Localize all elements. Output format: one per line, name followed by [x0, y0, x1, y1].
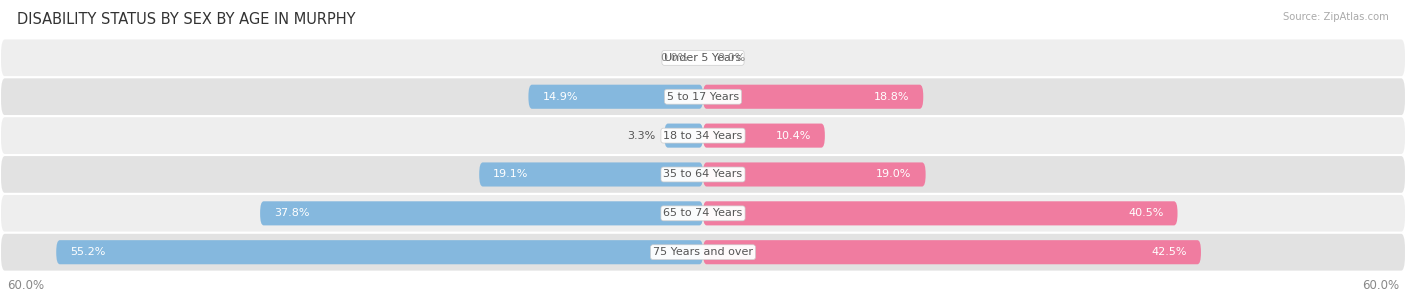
Text: 3.3%: 3.3% — [627, 131, 655, 141]
Text: 10.4%: 10.4% — [776, 131, 811, 141]
FancyBboxPatch shape — [703, 85, 924, 109]
Text: 18.8%: 18.8% — [873, 92, 910, 102]
FancyBboxPatch shape — [0, 116, 1406, 155]
Text: 18 to 34 Years: 18 to 34 Years — [664, 131, 742, 141]
FancyBboxPatch shape — [0, 233, 1406, 272]
Text: 60.0%: 60.0% — [1362, 279, 1399, 292]
Text: 75 Years and over: 75 Years and over — [652, 247, 754, 257]
FancyBboxPatch shape — [0, 38, 1406, 77]
FancyBboxPatch shape — [0, 194, 1406, 233]
Text: 55.2%: 55.2% — [70, 247, 105, 257]
Text: 19.1%: 19.1% — [494, 169, 529, 179]
FancyBboxPatch shape — [703, 201, 1178, 225]
FancyBboxPatch shape — [529, 85, 703, 109]
FancyBboxPatch shape — [703, 240, 1201, 264]
Text: 60.0%: 60.0% — [7, 279, 44, 292]
Text: 40.5%: 40.5% — [1128, 208, 1164, 218]
FancyBboxPatch shape — [665, 123, 703, 148]
FancyBboxPatch shape — [0, 155, 1406, 194]
FancyBboxPatch shape — [56, 240, 703, 264]
Text: 0.0%: 0.0% — [661, 53, 689, 63]
Text: 42.5%: 42.5% — [1152, 247, 1187, 257]
Text: 65 to 74 Years: 65 to 74 Years — [664, 208, 742, 218]
Text: Under 5 Years: Under 5 Years — [665, 53, 741, 63]
Text: 19.0%: 19.0% — [876, 169, 911, 179]
FancyBboxPatch shape — [703, 162, 925, 187]
FancyBboxPatch shape — [703, 123, 825, 148]
Text: 0.0%: 0.0% — [717, 53, 745, 63]
FancyBboxPatch shape — [260, 201, 703, 225]
Text: 37.8%: 37.8% — [274, 208, 309, 218]
Text: 35 to 64 Years: 35 to 64 Years — [664, 169, 742, 179]
Text: DISABILITY STATUS BY SEX BY AGE IN MURPHY: DISABILITY STATUS BY SEX BY AGE IN MURPH… — [17, 12, 356, 27]
Text: 5 to 17 Years: 5 to 17 Years — [666, 92, 740, 102]
Text: 14.9%: 14.9% — [543, 92, 578, 102]
Text: Source: ZipAtlas.com: Source: ZipAtlas.com — [1284, 12, 1389, 22]
FancyBboxPatch shape — [479, 162, 703, 187]
FancyBboxPatch shape — [0, 77, 1406, 116]
